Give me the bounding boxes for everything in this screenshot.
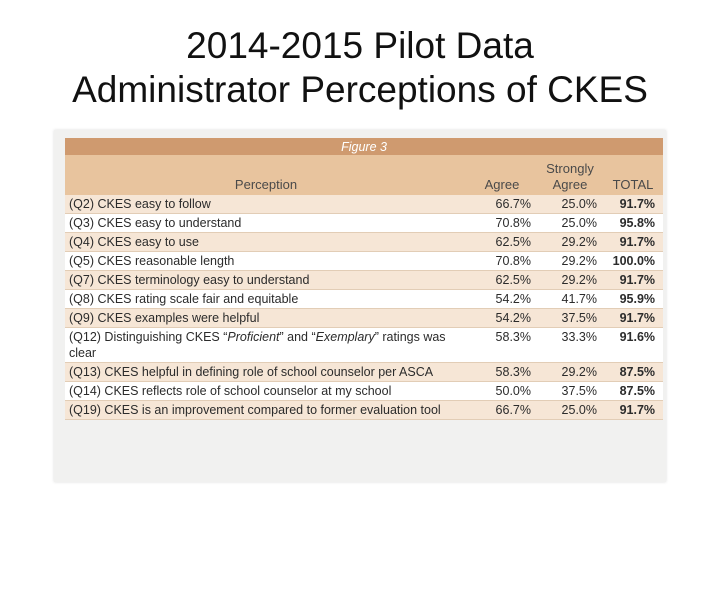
agree-cell: 50.0% [467, 381, 537, 401]
strongly-agree-cell: 29.2% [537, 270, 603, 290]
header-strongly-agree-line-1: Strongly [546, 161, 594, 176]
total-cell: 91.6% [603, 327, 664, 363]
header-perception: Perception [65, 155, 467, 195]
agree-cell: 62.5% [467, 232, 537, 252]
total-cell: 91.7% [603, 308, 664, 328]
table-row: (Q12) Distinguishing CKES “Proficient” a… [65, 327, 664, 363]
strongly-agree-cell: 29.2% [537, 251, 603, 271]
agree-cell: 58.3% [467, 327, 537, 363]
agree-cell: 66.7% [467, 400, 537, 420]
perception-cell: (Q3) CKES easy to understand [65, 213, 467, 233]
perception-emphasis: Proficient [227, 330, 280, 344]
total-cell: 100.0% [603, 251, 664, 271]
perceptions-table: Figure 3 Perception Agree Strongly Agree… [65, 138, 664, 420]
slide-title: 2014-2015 Pilot Data Administrator Perce… [0, 24, 720, 112]
perception-cell: (Q5) CKES reasonable length [65, 251, 467, 271]
table-row: (Q5) CKES reasonable length 70.8% 29.2% 100… [65, 251, 664, 271]
strongly-agree-cell: 29.2% [537, 232, 603, 252]
table-body: (Q2) CKES easy to follow 66.7% 25.0% 91.7%(… [65, 195, 664, 420]
strongly-agree-cell: 37.5% [537, 381, 603, 401]
perception-text-part: ” ratings was clear [69, 330, 446, 360]
agree-cell: 62.5% [467, 270, 537, 290]
strongly-agree-cell: 25.0% [537, 213, 603, 233]
table-row: (Q8) CKES rating scale fair and equitabl… [65, 289, 664, 309]
table-row: (Q4) CKES easy to use 62.5% 29.2% 91.7% [65, 232, 664, 252]
total-cell: 87.5% [603, 362, 664, 382]
perception-text-part: ” and “ [279, 330, 316, 344]
table-row: (Q14) CKES reflects role of school couns… [65, 381, 664, 401]
total-cell: 91.7% [603, 270, 664, 290]
perception-cell: (Q8) CKES rating scale fair and equitabl… [65, 289, 467, 309]
table-row: (Q2) CKES easy to follow 66.7% 25.0% 91.7% [65, 195, 664, 214]
slide-title-line-1: 2014-2015 Pilot Data [186, 25, 534, 66]
perception-text-part: (Q12) Distinguishing CKES “ [69, 330, 228, 344]
header-strongly-agree: Strongly Agree [537, 155, 603, 195]
agree-cell: 70.8% [467, 251, 537, 271]
perception-cell: (Q7) CKES terminology easy to understand [65, 270, 467, 290]
table-row: (Q19) CKES is an improvement compared to… [65, 400, 664, 420]
perception-cell: (Q14) CKES reflects role of school couns… [65, 381, 467, 401]
table-row: (Q3) CKES easy to understand 70.8% 25.0% 95… [65, 213, 664, 233]
agree-cell: 54.2% [467, 308, 537, 328]
agree-cell: 54.2% [467, 289, 537, 309]
strongly-agree-cell: 25.0% [537, 400, 603, 420]
total-cell: 87.5% [603, 381, 664, 401]
perception-cell: (Q13) CKES helpful in defining role of s… [65, 362, 467, 382]
total-cell: 91.7% [603, 195, 664, 214]
total-cell: 95.8% [603, 213, 664, 233]
perception-emphasis: Exemplary [315, 330, 375, 344]
perception-cell: (Q12) Distinguishing CKES “Proficient” a… [65, 327, 467, 363]
table-row: (Q9) CKES examples were helpful 54.2% 37.5… [65, 308, 664, 328]
strongly-agree-cell: 37.5% [537, 308, 603, 328]
strongly-agree-cell: 33.3% [537, 327, 603, 363]
perception-cell: (Q4) CKES easy to use [65, 232, 467, 252]
agree-cell: 66.7% [467, 195, 537, 214]
slide-title-line-2: Administrator Perceptions of CKES [72, 69, 648, 110]
agree-cell: 58.3% [467, 362, 537, 382]
agree-cell: 70.8% [467, 213, 537, 233]
total-cell: 95.9% [603, 289, 664, 309]
strongly-agree-cell: 25.0% [537, 195, 603, 214]
strongly-agree-cell: 41.7% [537, 289, 603, 309]
table-row: (Q7) CKES terminology easy to understand… [65, 270, 664, 290]
perception-cell: (Q9) CKES examples were helpful [65, 308, 467, 328]
total-cell: 91.7% [603, 400, 664, 420]
header-total: TOTAL [603, 155, 664, 195]
figure-table-container: Figure 3 Perception Agree Strongly Agree… [65, 138, 664, 592]
table-header-row: Perception Agree Strongly Agree TOTAL [65, 155, 664, 195]
figure-panel: Figure 3 Perception Agree Strongly Agree… [54, 130, 666, 482]
strongly-agree-cell: 29.2% [537, 362, 603, 382]
table-row: (Q13) CKES helpful in defining role of s… [65, 362, 664, 382]
header-strongly-agree-line-2: Agree [552, 177, 588, 192]
total-cell: 91.7% [603, 232, 664, 252]
figure-caption-row: Figure 3 [65, 138, 664, 155]
figure-caption: Figure 3 [65, 138, 664, 155]
header-agree: Agree [467, 155, 537, 195]
perception-cell: (Q2) CKES easy to follow [65, 195, 467, 214]
perception-cell: (Q19) CKES is an improvement compared to… [65, 400, 467, 420]
